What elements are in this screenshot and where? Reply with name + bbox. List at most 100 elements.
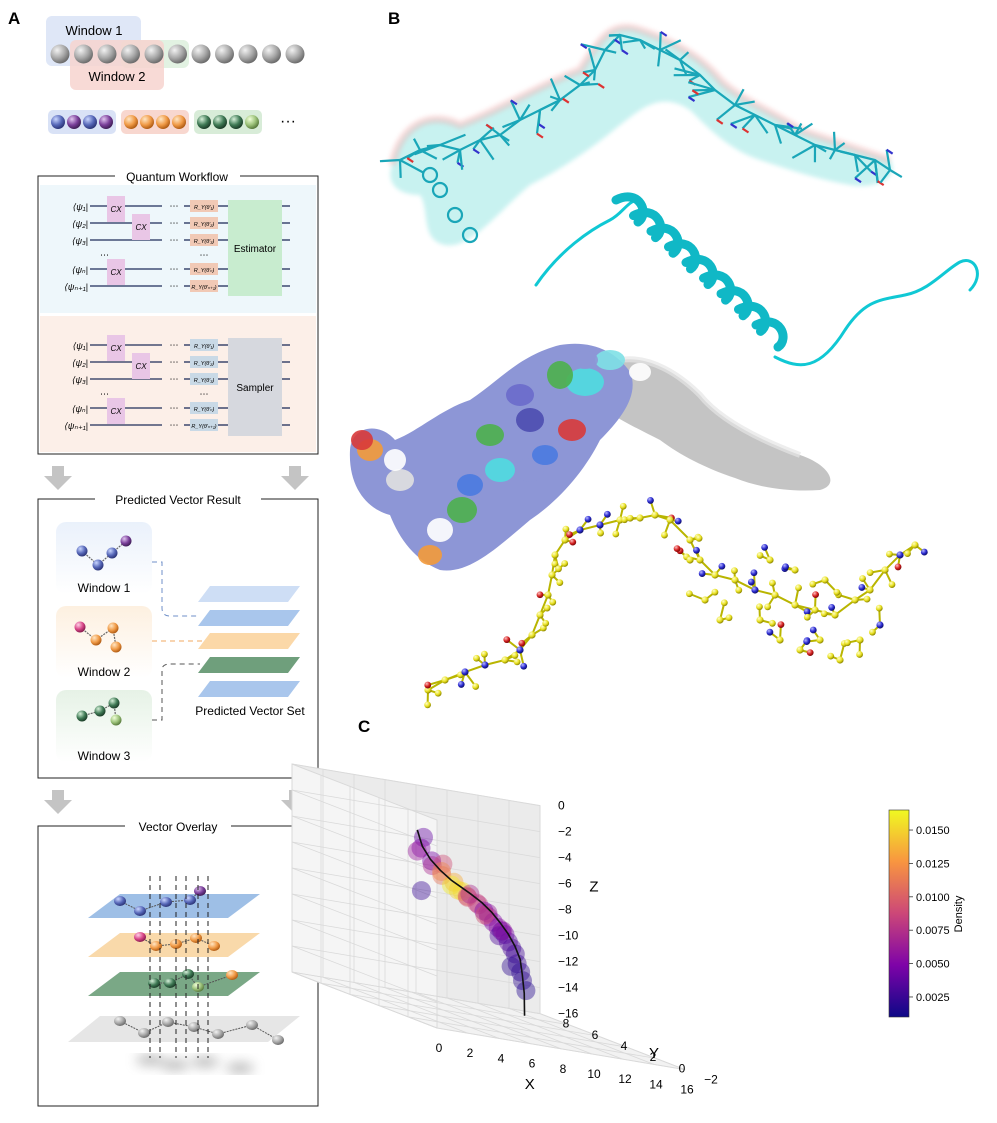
heteroatom-stick	[510, 99, 518, 106]
rotation-gate	[190, 200, 218, 212]
grid-line	[291, 867, 541, 910]
sidechain-stick	[657, 49, 662, 67]
atom-ball	[536, 611, 544, 619]
overlay-plane-blue	[88, 894, 260, 918]
atom-ball	[561, 536, 569, 544]
colored-surface-structure	[349, 343, 831, 571]
sidechain-stick	[564, 74, 581, 86]
sidechain-stick	[853, 154, 859, 172]
atom-ball	[647, 497, 654, 504]
window-3-molecule	[76, 697, 122, 726]
grid-line	[291, 919, 438, 977]
residue-bead	[50, 44, 70, 64]
overlay-title: Vector Overlay	[139, 820, 218, 834]
heteroatom-stick	[472, 148, 480, 155]
qubit-ket-label: ⟨ψ₃|	[72, 236, 88, 246]
overlay-gray-bead	[272, 1035, 284, 1045]
sidechain-stick	[674, 67, 701, 77]
sampler-block	[228, 338, 282, 436]
sidechain-stick	[580, 43, 606, 52]
window-1-label: Window 1	[65, 23, 122, 38]
vertical-dots: ⋯	[200, 250, 209, 260]
rotation-gate	[190, 280, 218, 292]
atom-ball	[636, 514, 644, 522]
atom-ball	[869, 628, 876, 636]
window-2-caption: Window 2	[78, 665, 131, 679]
colorbar-tick-label: 0.0025	[916, 992, 950, 1004]
overlay-alignment-lines	[149, 876, 209, 1058]
sidechain-stick	[832, 131, 837, 151]
sidechain-stick	[773, 124, 783, 144]
sidechain-stick	[604, 38, 616, 51]
sidechain-stick	[840, 150, 856, 157]
sidechain-stick	[688, 88, 716, 99]
sidechain-stick	[658, 31, 662, 51]
qubit-ket-label: ⟨ψₙ|	[72, 265, 88, 275]
residue-bead	[285, 44, 305, 64]
sidechain-stick	[399, 159, 424, 174]
sidechain-stick	[592, 69, 597, 81]
density-point	[493, 921, 513, 941]
grid-line	[539, 1013, 686, 1070]
atom-ball	[803, 608, 811, 616]
group-bead	[156, 115, 170, 129]
qubit-ket-label: ⟨ψ₁|	[73, 341, 88, 351]
x-tick-label: 6	[529, 1057, 536, 1071]
sidechain-stick	[398, 159, 402, 179]
sidechain-stick	[639, 39, 656, 50]
atom-ball	[791, 566, 799, 574]
cx-gate-label: CX	[110, 344, 122, 353]
sidechain-stick	[687, 81, 716, 92]
grid-line	[291, 893, 541, 936]
overlay-gray-bead	[114, 1016, 126, 1026]
group-bead	[229, 115, 243, 129]
atom-ball	[725, 614, 733, 622]
cx-gate-label: CX	[110, 268, 122, 277]
z-tick-label: −12	[558, 955, 579, 969]
grid-line	[291, 841, 438, 899]
atom-ball	[731, 576, 739, 584]
atom-ball	[886, 550, 893, 558]
helix-turn	[664, 239, 700, 274]
residue-bead	[262, 44, 281, 64]
ring-stick	[446, 206, 464, 224]
z-tick-label: −6	[558, 877, 572, 891]
overlay-blue-bead	[194, 886, 206, 896]
atom-ball	[686, 536, 694, 544]
sidechain-stick	[854, 159, 876, 180]
surface-patch	[572, 351, 598, 369]
atom-ball	[556, 579, 564, 587]
sidechain-stick	[854, 154, 872, 173]
atom-ball	[555, 565, 562, 573]
residue-bead	[74, 44, 93, 64]
grid-line	[407, 1016, 657, 1059]
wire-dots: ⋯	[170, 201, 179, 211]
atom-ball	[776, 636, 784, 644]
density-point	[448, 880, 468, 900]
atom-ball	[480, 650, 488, 658]
predicted-vector-set-label: Predicted Vector Set	[195, 704, 305, 718]
colorbar-tick-label: 0.0150	[916, 825, 950, 837]
atom-ball	[820, 610, 828, 618]
density-point	[407, 841, 427, 861]
atom-ball	[513, 658, 521, 666]
window-group-1	[48, 110, 116, 134]
grid-line	[322, 976, 469, 1034]
sidechain-stick	[414, 143, 441, 156]
sidechain-stick	[774, 123, 792, 130]
group-bead	[67, 115, 81, 129]
grid-line	[291, 763, 541, 806]
rotation-gate	[190, 356, 218, 368]
atom-ball	[528, 631, 536, 639]
atom-ball	[561, 560, 569, 567]
trajectory-line	[416, 829, 526, 1016]
atom-ball	[756, 552, 764, 559]
residue-bead	[215, 44, 234, 64]
helix-turn	[734, 301, 770, 336]
rotation-gate-label: R_Y(θ′₁)	[194, 344, 214, 350]
atom-ball	[472, 683, 480, 690]
heteroatom-stick	[485, 123, 493, 130]
atom-ball	[771, 591, 779, 599]
sidechain-stick	[535, 109, 542, 134]
surface-patch	[532, 445, 558, 465]
